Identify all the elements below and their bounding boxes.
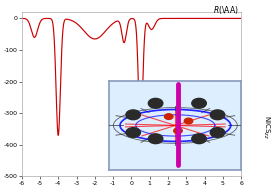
Text: NICS$_{zz}$: NICS$_{zz}$ <box>261 115 271 139</box>
Text: $R$(\AA): $R$(\AA) <box>213 4 238 16</box>
